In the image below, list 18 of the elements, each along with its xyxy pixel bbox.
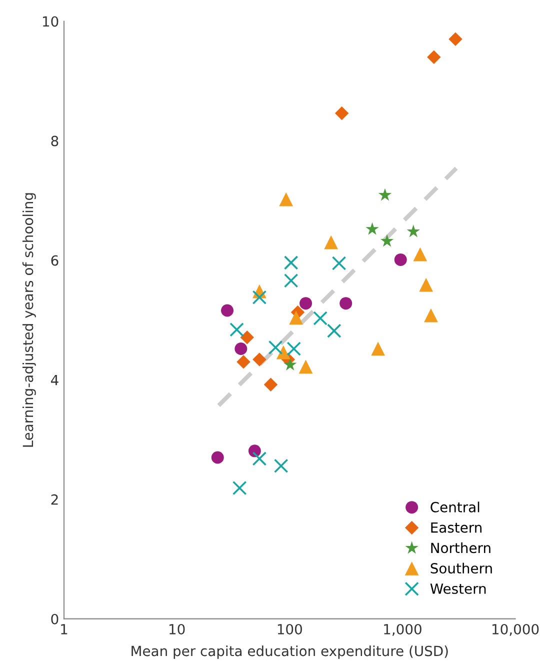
- legend-label: Southern: [430, 562, 492, 574]
- x-tick-label: 10: [170, 624, 185, 634]
- y-tick-label: 8: [51, 136, 58, 146]
- legend-label: Western: [430, 584, 486, 594]
- x-tick-label: 10,000: [492, 624, 539, 636]
- y-axis-title: Learning-adjusted years of schooling: [22, 193, 36, 447]
- y-tick-label: 4: [50, 374, 58, 386]
- x-tick-label: 100: [278, 624, 302, 634]
- legend-label: Northern: [431, 542, 490, 554]
- x-tick-label: 1: [61, 624, 68, 634]
- y-tick-label: 2: [51, 494, 58, 505]
- legend-label: Central: [430, 502, 480, 512]
- y-tick-label: 0: [51, 614, 58, 624]
- x-axis-title: Mean per capita education expenditure (USD): [132, 645, 448, 659]
- y-tick-label: 10: [42, 16, 58, 27]
- y-tick-label: 6: [51, 255, 58, 266]
- legend-label: Eastern: [431, 522, 482, 533]
- x-tick-label: 1,000: [384, 624, 422, 636]
